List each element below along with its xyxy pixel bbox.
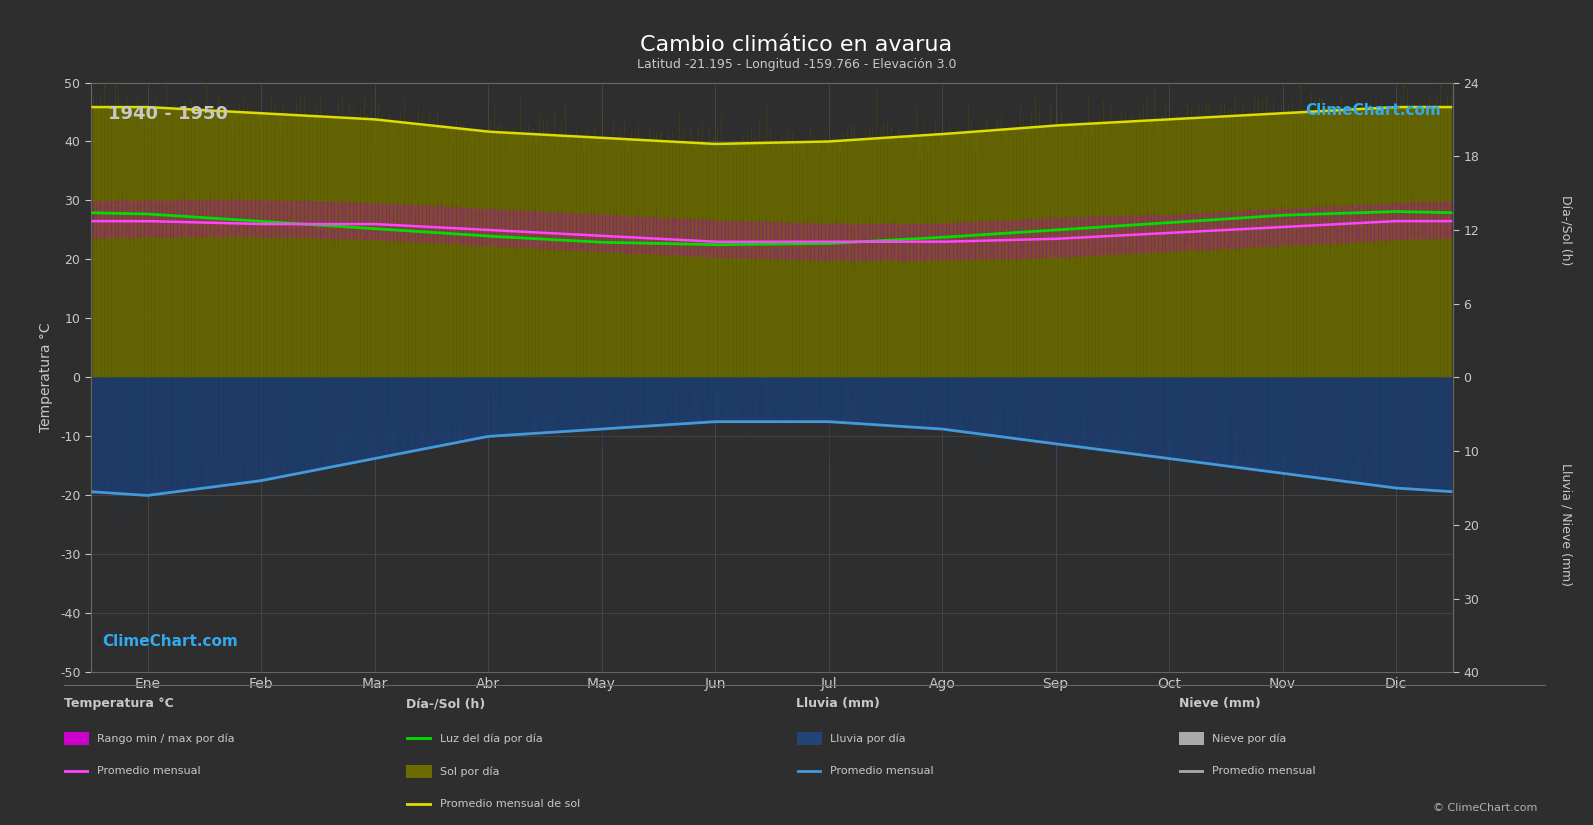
- Text: Nieve (mm): Nieve (mm): [1179, 697, 1260, 710]
- Text: Día-/Sol (h): Día-/Sol (h): [406, 697, 486, 710]
- Text: Lluvia (mm): Lluvia (mm): [796, 697, 881, 710]
- Text: Sol por día: Sol por día: [440, 766, 499, 776]
- Text: ClimeChart.com: ClimeChart.com: [1306, 103, 1442, 118]
- Text: ClimeChart.com: ClimeChart.com: [102, 634, 237, 648]
- Text: Lluvia por día: Lluvia por día: [830, 733, 905, 743]
- Y-axis label: Temperatura °C: Temperatura °C: [38, 323, 53, 432]
- Text: Día-/Sol (h): Día-/Sol (h): [1560, 195, 1572, 265]
- Text: Luz del día por día: Luz del día por día: [440, 733, 543, 743]
- Text: Promedio mensual: Promedio mensual: [1212, 766, 1316, 776]
- Text: Promedio mensual de sol: Promedio mensual de sol: [440, 799, 580, 809]
- Text: Rango min / max por día: Rango min / max por día: [97, 733, 234, 743]
- Text: Promedio mensual: Promedio mensual: [830, 766, 933, 776]
- Text: Temperatura °C: Temperatura °C: [64, 697, 174, 710]
- Text: Promedio mensual: Promedio mensual: [97, 766, 201, 776]
- Text: 1940 - 1950: 1940 - 1950: [108, 105, 228, 123]
- Text: Cambio climático en avarua: Cambio climático en avarua: [640, 35, 953, 55]
- Text: Lluvia / Nieve (mm): Lluvia / Nieve (mm): [1560, 464, 1572, 587]
- Text: Latitud -21.195 - Longitud -159.766 - Elevación 3.0: Latitud -21.195 - Longitud -159.766 - El…: [637, 58, 956, 71]
- Text: Nieve por día: Nieve por día: [1212, 733, 1287, 743]
- Text: © ClimeChart.com: © ClimeChart.com: [1432, 803, 1537, 813]
